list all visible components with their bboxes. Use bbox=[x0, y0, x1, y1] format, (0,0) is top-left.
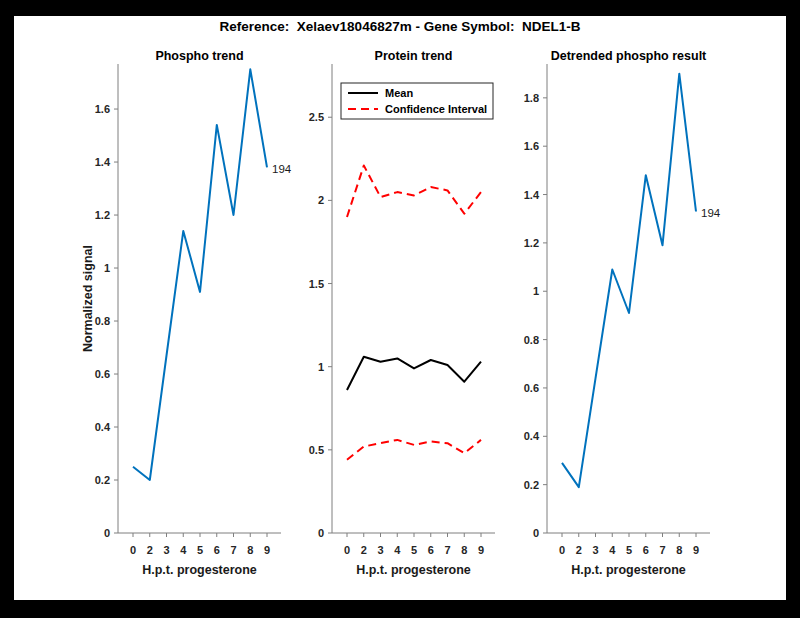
y-tick-label: 1.4 bbox=[524, 189, 540, 201]
x-tick-label: 4 bbox=[180, 544, 187, 556]
y-tick-label: 2 bbox=[318, 194, 324, 206]
x-tick-label: 0 bbox=[344, 544, 350, 556]
screen: { "figure_title": "Reference: Xelaev1804… bbox=[0, 0, 800, 618]
x-tick-label: 9 bbox=[693, 544, 699, 556]
y-tick-label: 2.5 bbox=[309, 111, 324, 123]
y-tick-label: 0 bbox=[104, 527, 110, 539]
x-axis-label: H.p.t. progesterone bbox=[142, 563, 257, 577]
x-tick-label: 6 bbox=[428, 544, 434, 556]
x-tick-label: 2 bbox=[576, 544, 582, 556]
subplot-title: Detrended phospho result bbox=[551, 49, 707, 63]
y-tick-label: 1.2 bbox=[95, 209, 110, 221]
y-tick-label: 1.5 bbox=[309, 278, 324, 290]
y-tick-label: 1 bbox=[318, 361, 324, 373]
y-tick-label: 0.2 bbox=[524, 479, 539, 491]
x-tick-label: 0 bbox=[559, 544, 565, 556]
x-tick-label: 5 bbox=[197, 544, 203, 556]
x-tick-label: 2 bbox=[147, 544, 153, 556]
y-tick-label: 0.8 bbox=[95, 315, 110, 327]
subplot-title: Phospho trend bbox=[155, 49, 243, 63]
x-tick-label: 5 bbox=[626, 544, 632, 556]
x-tick-label: 7 bbox=[444, 544, 450, 556]
x-tick-label: 5 bbox=[411, 544, 417, 556]
y-tick-label: 0.6 bbox=[524, 382, 539, 394]
x-tick-label: 7 bbox=[659, 544, 665, 556]
x-axis-label: H.p.t. progesterone bbox=[571, 563, 686, 577]
matlab-figure-canvas: Reference: Xelaev18046827m - Gene Symbol… bbox=[14, 16, 786, 600]
x-tick-label: 2 bbox=[361, 544, 367, 556]
x-tick-label: 6 bbox=[214, 544, 220, 556]
subplots-canvas: 02345678900.20.40.60.811.21.41.6Phospho … bbox=[14, 16, 786, 600]
x-tick-label: 8 bbox=[461, 544, 467, 556]
x-tick-label: 9 bbox=[264, 544, 270, 556]
series-line-detrended-phospho-signal bbox=[562, 74, 696, 487]
y-tick-label: 0 bbox=[533, 527, 539, 539]
series-line-phospho-signal bbox=[133, 69, 267, 480]
x-tick-label: 4 bbox=[394, 544, 401, 556]
datapoint-annotation: 194 bbox=[272, 163, 292, 175]
y-tick-label: 1.4 bbox=[95, 156, 111, 168]
subplot-title: Protein trend bbox=[375, 49, 453, 63]
y-tick-label: 1 bbox=[533, 285, 539, 297]
x-tick-label: 3 bbox=[592, 544, 598, 556]
x-tick-label: 3 bbox=[377, 544, 383, 556]
series-line-confidence-interval-lower bbox=[347, 440, 481, 460]
x-tick-label: 3 bbox=[163, 544, 169, 556]
x-axis-label: H.p.t. progesterone bbox=[356, 563, 471, 577]
x-tick-label: 8 bbox=[247, 544, 253, 556]
y-tick-label: 0.8 bbox=[524, 334, 539, 346]
x-tick-label: 6 bbox=[643, 544, 649, 556]
y-tick-label: 0.5 bbox=[309, 444, 324, 456]
y-tick-label: 1.2 bbox=[524, 237, 539, 249]
y-tick-label: 1 bbox=[104, 262, 110, 274]
x-tick-label: 7 bbox=[230, 544, 236, 556]
y-tick-label: 1.6 bbox=[95, 103, 110, 115]
x-tick-label: 4 bbox=[609, 544, 616, 556]
series-line-mean bbox=[347, 357, 481, 390]
y-tick-label: 1.8 bbox=[524, 92, 539, 104]
x-tick-label: 0 bbox=[130, 544, 136, 556]
y-tick-label: 0 bbox=[318, 527, 324, 539]
x-tick-label: 9 bbox=[478, 544, 484, 556]
y-tick-label: 0.4 bbox=[95, 421, 111, 433]
y-tick-label: 0.2 bbox=[95, 474, 110, 486]
y-tick-label: 0.4 bbox=[524, 430, 540, 442]
x-tick-label: 8 bbox=[676, 544, 682, 556]
y-axis-label: Normalized signal bbox=[81, 245, 95, 352]
legend-entry-label: Mean bbox=[385, 87, 413, 99]
legend-entry-label: Confidence Interval bbox=[385, 103, 487, 115]
y-tick-label: 0.6 bbox=[95, 368, 110, 380]
y-tick-label: 1.6 bbox=[524, 140, 539, 152]
datapoint-annotation: 194 bbox=[701, 207, 721, 219]
series-line-confidence-interval bbox=[347, 166, 481, 218]
